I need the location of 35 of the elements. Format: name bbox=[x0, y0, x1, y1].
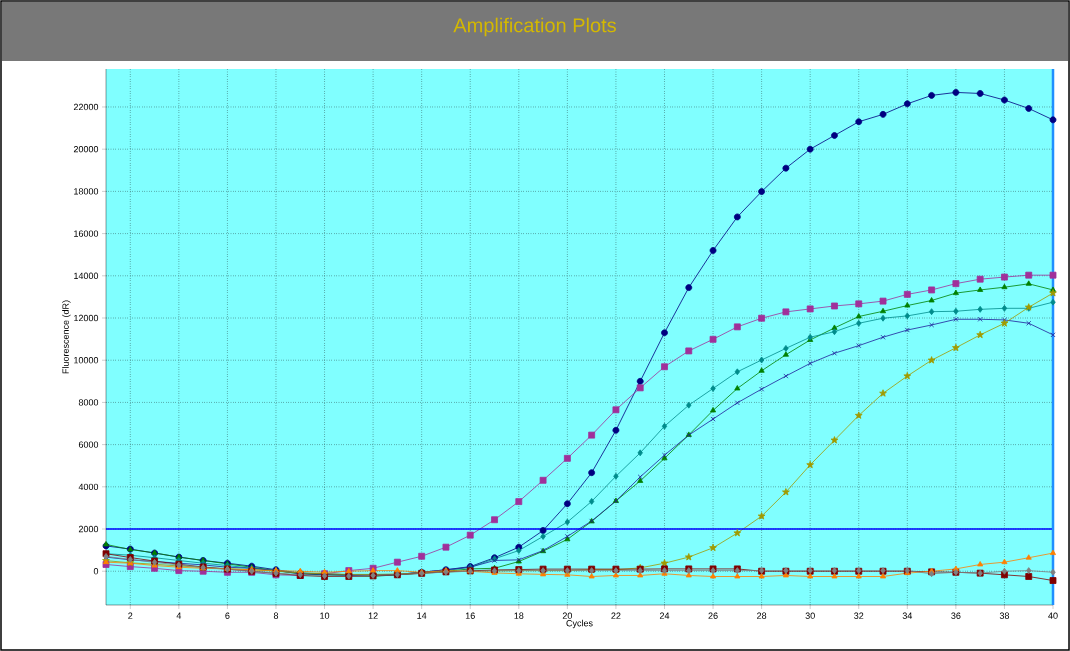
y-tick-label: 12000 bbox=[74, 314, 99, 322]
x-tick-label: 26 bbox=[708, 612, 718, 619]
x-tick-label: 12 bbox=[368, 612, 378, 619]
x-tick-label: 6 bbox=[225, 612, 230, 619]
x-axis-title: Cycles bbox=[566, 619, 593, 629]
x-tick-label: 24 bbox=[659, 612, 670, 619]
y-tick-label: 10000 bbox=[74, 357, 99, 364]
x-tick-label: 18 bbox=[514, 612, 524, 619]
y-tick-label: 14000 bbox=[74, 272, 99, 279]
y-tick-label: 18000 bbox=[74, 188, 99, 195]
x-tick-label: 40 bbox=[1048, 612, 1058, 619]
y-axis-title: Fluorescence (dR) bbox=[62, 300, 71, 374]
x-tick-label: 28 bbox=[757, 612, 767, 619]
x-tick-label: 8 bbox=[273, 612, 279, 619]
x-tick-label: 2 bbox=[128, 612, 133, 619]
y-tick-label: 8000 bbox=[78, 399, 99, 406]
y-tick-label: 16000 bbox=[74, 230, 99, 237]
x-tick-label: 10 bbox=[320, 612, 330, 619]
x-tick-label: 36 bbox=[951, 612, 961, 619]
x-tick-label: 14 bbox=[417, 612, 427, 619]
y-tick-label: 6000 bbox=[78, 441, 99, 448]
x-tick-label: 30 bbox=[805, 612, 815, 619]
x-tick-label: 16 bbox=[465, 612, 475, 619]
y-tick-label: 22000 bbox=[73, 103, 99, 111]
x-tick-label: 22 bbox=[611, 612, 621, 619]
x-tick-label: 4 bbox=[176, 612, 182, 619]
x-tick-label: 32 bbox=[854, 612, 864, 619]
x-tick-label: 34 bbox=[902, 612, 913, 619]
chart-title: Amplification Plots bbox=[453, 17, 616, 37]
y-tick-label: 0 bbox=[93, 568, 99, 575]
y-tick-label: 20000 bbox=[73, 146, 99, 153]
y-tick-label: 4000 bbox=[78, 483, 99, 491]
y-tick-label: 2000 bbox=[78, 525, 99, 533]
x-tick-label: 20 bbox=[562, 612, 573, 619]
x-tick-label: 38 bbox=[999, 612, 1010, 619]
